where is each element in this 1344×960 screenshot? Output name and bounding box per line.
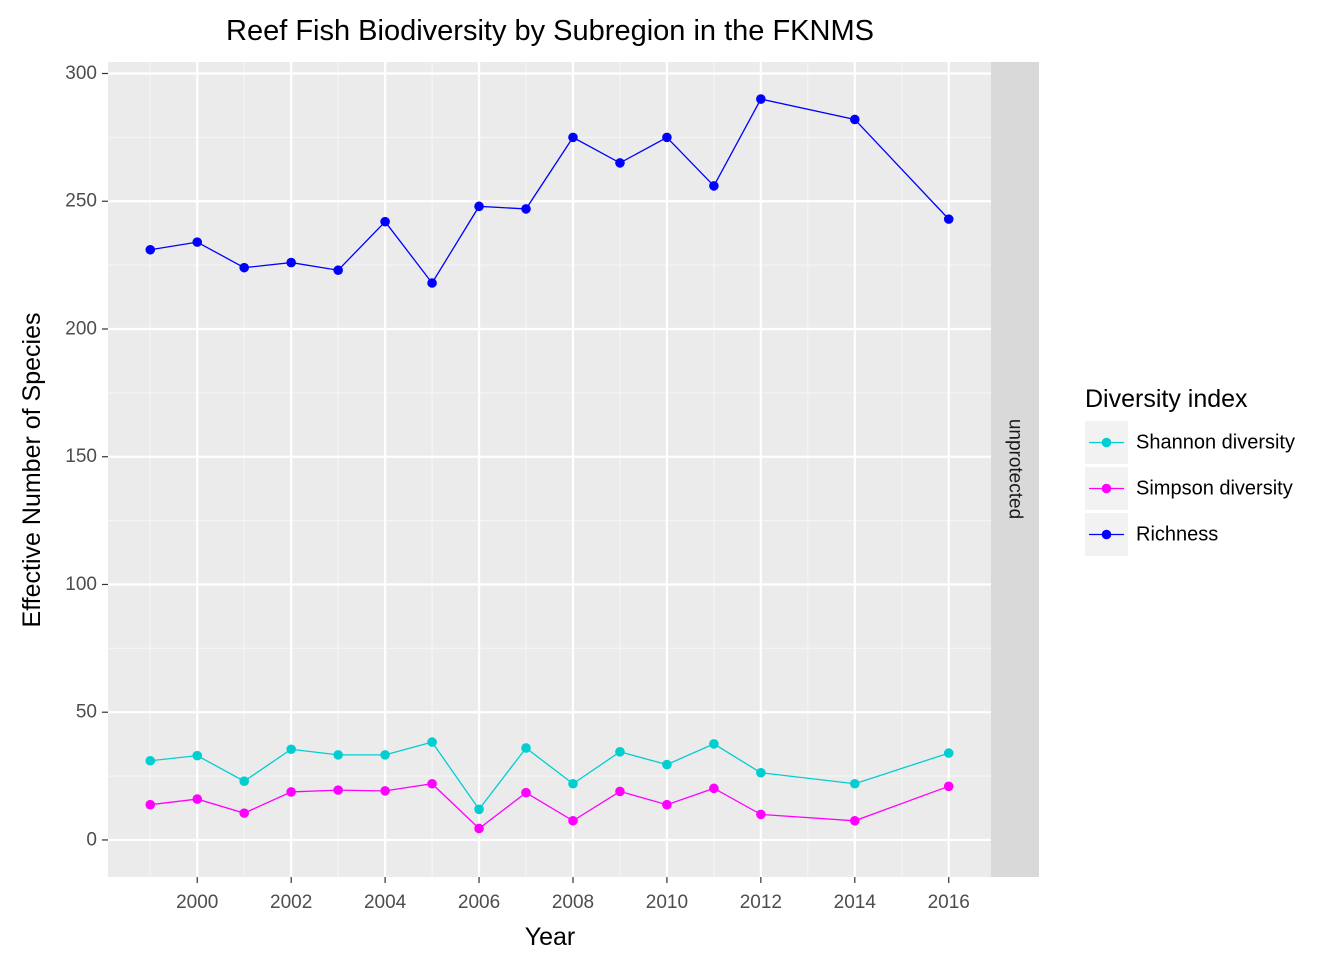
x-tick-label: 2006 <box>458 892 500 913</box>
legend-label: Simpson diversity <box>1136 478 1293 500</box>
data-point <box>286 744 296 755</box>
x-tick-label: 2004 <box>364 892 407 913</box>
chart-title: Reef Fish Biodiversity by Subregion in t… <box>226 15 874 47</box>
y-tick-label: 50 <box>76 702 97 723</box>
legend-key-point <box>1101 529 1112 540</box>
facet-strip-background <box>991 62 1039 877</box>
legend-items: Shannon diversity Simpson diversity Richne… <box>1085 421 1295 556</box>
plot-panel <box>108 62 991 877</box>
data-point <box>568 778 578 789</box>
x-axis: 2000 2002 2004 2006 2008 2010 2012 2014 2016 <box>176 877 970 913</box>
data-point <box>145 799 156 810</box>
data-point <box>709 181 719 191</box>
x-tick-label: 2010 <box>646 892 688 913</box>
plot-panel-background <box>108 62 991 877</box>
data-point <box>380 216 390 227</box>
data-point <box>239 262 250 273</box>
data-point <box>192 794 203 804</box>
data-point <box>145 755 156 766</box>
x-tick-label: 2016 <box>928 892 970 913</box>
legend-label: Shannon diversity <box>1136 432 1295 454</box>
data-point <box>615 158 625 168</box>
x-tick-label: 2008 <box>552 892 594 913</box>
legend-key-point <box>1101 437 1112 448</box>
y-tick-label: 100 <box>65 574 97 595</box>
facet-strip: unprotected <box>991 62 1039 877</box>
data-point <box>521 743 531 753</box>
data-point <box>474 823 484 834</box>
x-tick-label: 2014 <box>834 892 877 913</box>
x-axis-label: Year <box>525 923 576 951</box>
series-layer <box>145 94 954 834</box>
y-tick-label: 150 <box>65 446 97 467</box>
data-point <box>286 787 296 797</box>
data-point <box>427 737 437 747</box>
data-point <box>239 808 250 818</box>
data-point <box>709 739 719 749</box>
data-point <box>521 787 531 798</box>
data-point <box>333 785 343 795</box>
data-point <box>286 257 296 268</box>
data-point <box>380 750 390 760</box>
legend-label: Richness <box>1136 524 1218 546</box>
data-point <box>849 815 860 826</box>
data-point <box>943 781 954 792</box>
data-point <box>943 748 954 758</box>
data-point <box>849 114 860 125</box>
series-shannon-diversity <box>145 737 954 815</box>
data-point <box>427 778 437 789</box>
data-point <box>474 804 484 815</box>
data-point <box>849 778 860 789</box>
y-tick-label: 300 <box>65 63 97 84</box>
data-point <box>662 759 672 770</box>
data-point <box>943 214 954 224</box>
data-point <box>615 786 625 797</box>
x-tick-label: 2000 <box>176 892 218 913</box>
data-point <box>474 201 484 212</box>
data-point <box>192 750 203 761</box>
y-tick-label: 200 <box>65 318 97 339</box>
legend-key-point <box>1101 483 1112 494</box>
data-point <box>756 94 766 104</box>
series-line <box>150 741 949 811</box>
data-point <box>145 244 156 255</box>
data-point <box>239 776 250 786</box>
series-line <box>150 98 950 285</box>
data-point <box>521 204 531 214</box>
data-point <box>380 786 390 796</box>
data-point <box>333 750 343 760</box>
data-point <box>568 815 578 826</box>
y-axis-label: Effective Number of Species <box>18 313 46 628</box>
data-point <box>756 767 766 778</box>
data-point <box>333 265 343 276</box>
data-point <box>756 809 766 820</box>
data-point <box>615 747 625 757</box>
x-tick-label: 2002 <box>270 892 312 913</box>
legend-item: Simpson diversity <box>1085 467 1293 510</box>
legend-item: Richness <box>1085 513 1218 556</box>
data-point <box>427 278 437 288</box>
data-point <box>192 237 203 247</box>
data-point <box>662 132 672 143</box>
y-axis: 0 50 100 150 200 250 300 <box>65 63 108 850</box>
facet-strip-label: unprotected <box>1005 419 1026 519</box>
y-tick-label: 250 <box>65 191 97 212</box>
x-tick-label: 2012 <box>740 892 782 913</box>
major-gridlines <box>108 62 991 877</box>
data-point <box>568 132 578 143</box>
data-point <box>662 799 672 810</box>
legend-item: Shannon diversity <box>1085 421 1295 464</box>
data-point <box>709 783 719 794</box>
legend-title: Diversity index <box>1085 385 1248 413</box>
series-line <box>150 783 949 830</box>
legend: Diversity index Shannon diversity Simpson… <box>1085 385 1295 556</box>
series-richness <box>145 94 954 288</box>
series-simpson-diversity <box>145 778 954 834</box>
y-tick-label: 0 <box>86 829 97 850</box>
